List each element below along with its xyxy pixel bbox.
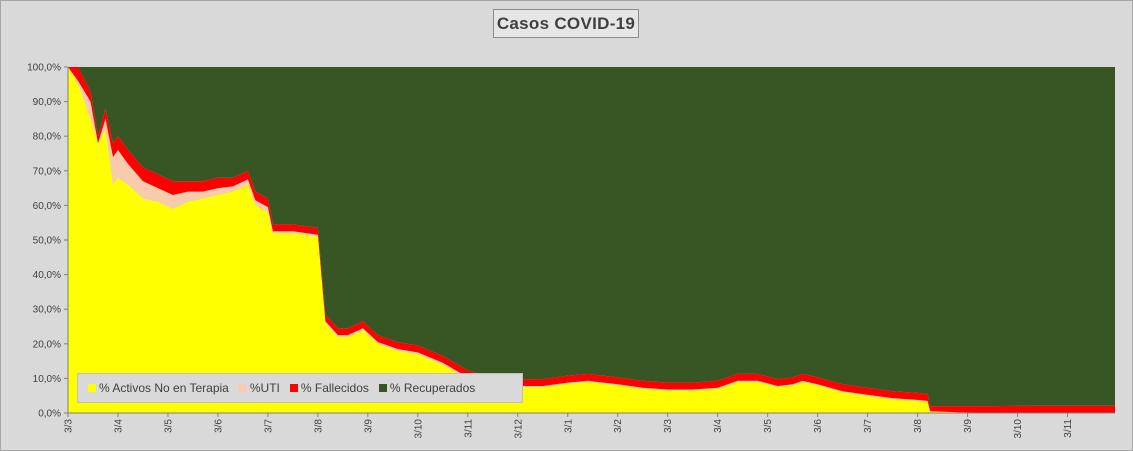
area-recuperados (68, 67, 1115, 407)
y-tick-label: 0,0% (38, 409, 61, 420)
x-tick-label: 3/6 (213, 419, 224, 433)
x-tick-label: 3/5 (163, 419, 174, 433)
x-tick-label: 3/7 (263, 419, 274, 433)
x-tick-label: 3/3 (64, 419, 75, 433)
x-tick-label: 3/6 (813, 419, 824, 433)
y-axis: 0,0% 10,0% 20,0% 30,0% 40,0% 50,0% 60,0% 70,0% 8… (27, 63, 69, 420)
legend-swatch-recuperados (378, 384, 387, 392)
x-tick-label: 3/12 (513, 419, 524, 439)
x-axis: 3/3 3/4 3/5 3/6 3/7 3/8 3/9 3/10 3/11 3/12 3/1 3/2 3… (64, 412, 1115, 439)
legend-label-recuperados: % Recuperados (389, 381, 476, 395)
x-tick-label: 3/10 (1013, 419, 1024, 439)
legend-swatch-fallecidos (289, 384, 298, 392)
x-tick-label: 3/1 (563, 419, 574, 433)
legend: % Activos No en Terapia %UTI % Fallecido… (77, 373, 523, 403)
x-tick-label: 3/9 (963, 419, 974, 433)
legend-item-activos: % Activos No en Terapia (88, 381, 229, 395)
legend-swatch-uti (238, 384, 247, 392)
x-tick-label: 3/5 (763, 419, 774, 433)
y-tick-label: 60,0% (33, 201, 61, 212)
y-tick-label: 20,0% (33, 339, 61, 350)
y-tick-label: 100,0% (27, 63, 61, 74)
chart-title: Casos COVID-19 (493, 9, 639, 38)
x-tick-label: 3/4 (113, 419, 124, 433)
y-tick-label: 10,0% (33, 374, 61, 385)
y-tick-label: 30,0% (33, 305, 61, 316)
x-tick-label: 3/11 (1063, 419, 1074, 438)
y-tick-label: 40,0% (33, 270, 61, 281)
x-tick-label: 3/10 (413, 419, 424, 439)
legend-item-recuperados: % Recuperados (378, 381, 476, 395)
x-tick-label: 3/4 (713, 419, 724, 433)
legend-item-uti: %UTI (238, 381, 280, 395)
legend-label-fallecidos: % Fallecidos (300, 381, 369, 395)
x-tick-label: 3/9 (363, 419, 374, 433)
x-tick-label: 3/2 (613, 419, 624, 433)
y-tick-label: 50,0% (33, 236, 61, 247)
legend-item-fallecidos: % Fallecidos (289, 381, 369, 395)
y-tick-label: 80,0% (33, 132, 61, 143)
legend-swatch-activos (88, 384, 96, 392)
x-tick-label: 3/8 (913, 419, 924, 433)
x-tick-label: 3/3 (663, 419, 674, 433)
x-tick-label: 3/7 (863, 419, 874, 433)
area-uti (68, 67, 1115, 413)
x-tick-label: 3/8 (313, 419, 324, 433)
x-tick-label: 3/11 (463, 419, 474, 438)
series-areas (68, 67, 1115, 413)
legend-label-activos: % Activos No en Terapia (99, 381, 229, 395)
y-tick-label: 90,0% (33, 97, 61, 108)
y-tick-label: 70,0% (33, 166, 61, 177)
legend-label-uti: %UTI (249, 381, 280, 395)
